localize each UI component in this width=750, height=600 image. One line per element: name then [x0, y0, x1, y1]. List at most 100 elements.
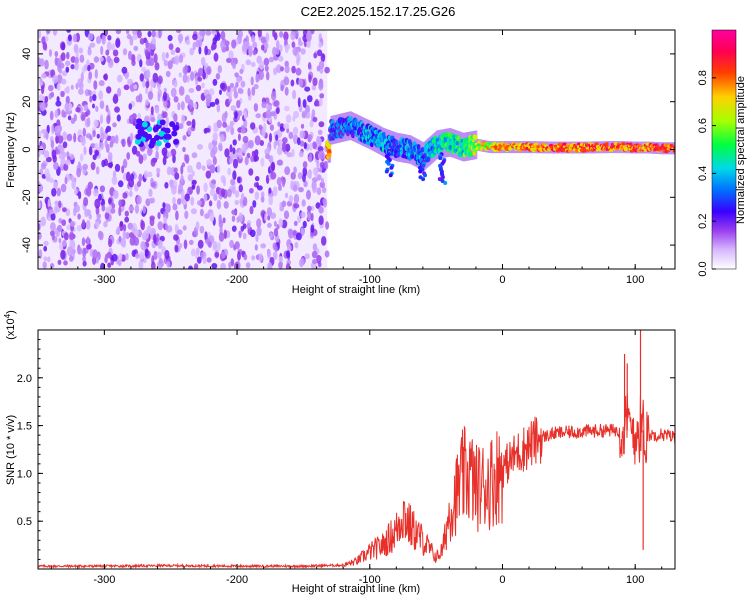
- noise-cell: [54, 57, 58, 66]
- noise-cell: [276, 177, 282, 186]
- noise-cell: [208, 241, 212, 248]
- noise-cell: [105, 128, 109, 134]
- noise-cell: [87, 89, 92, 96]
- trace-streak-cell: [423, 173, 427, 178]
- noise-cell: [272, 242, 277, 251]
- noise-cell: [283, 76, 290, 86]
- noise-cell: [303, 142, 307, 150]
- noise-cell: [191, 184, 196, 190]
- noise-cell: [90, 161, 96, 171]
- noise-cell: [249, 45, 253, 53]
- noise-cell: [162, 111, 168, 118]
- noise-cell: [195, 75, 199, 86]
- noise-cell: [80, 72, 84, 82]
- noise-cell: [87, 48, 92, 56]
- noise-cell: [148, 197, 155, 204]
- trace-cell: [672, 145, 675, 149]
- noise-cell: [116, 226, 121, 236]
- noise-cell: [220, 262, 226, 269]
- noise-cell: [53, 181, 58, 191]
- noise-cell: [197, 256, 202, 264]
- noise-cell: [238, 212, 243, 223]
- trace-streak-cell: [386, 161, 391, 166]
- noise-cell: [284, 86, 289, 96]
- noise-cell: [222, 121, 228, 128]
- noise-cell: [101, 34, 106, 45]
- noise-cell: [290, 180, 294, 190]
- noise-cell: [94, 143, 99, 150]
- noise-cell: [144, 142, 149, 150]
- noise-cell: [76, 167, 81, 178]
- noise-cell: [249, 188, 254, 194]
- noise-cell: [270, 212, 277, 219]
- noise-cell: [54, 125, 61, 134]
- noise-cell: [308, 74, 312, 83]
- noise-cell: [193, 263, 199, 269]
- noise-cell: [60, 183, 67, 193]
- noise-cell: [197, 76, 203, 82]
- noise-cell: [221, 251, 226, 259]
- noise-cell: [263, 122, 267, 133]
- noise-cell: [106, 114, 111, 125]
- noise-cell: [281, 178, 286, 188]
- noise-cell: [220, 30, 226, 40]
- noise-cell: [73, 132, 77, 143]
- noise-cell: [108, 238, 113, 248]
- noise-cell: [107, 262, 112, 269]
- noise-cell: [197, 239, 204, 249]
- noise-cell: [273, 227, 279, 237]
- noise-cell: [247, 87, 251, 97]
- noise-cell: [235, 81, 239, 88]
- noise-cell: [112, 190, 119, 199]
- noise-cell: [251, 255, 256, 261]
- noise-cell: [214, 34, 218, 42]
- noise-cell: [98, 80, 105, 87]
- snr-series-line: [38, 394, 675, 569]
- noise-cell: [165, 116, 169, 127]
- trace-core: [493, 146, 496, 149]
- noise-cell: [94, 69, 98, 79]
- noise-cell: [57, 135, 64, 144]
- noise-cell: [198, 67, 203, 77]
- noise-cell: [242, 135, 249, 144]
- noise-cell: [122, 192, 128, 199]
- spectrogram-y-axis-title: Frequency (Hz): [5, 112, 17, 188]
- noise-cell: [116, 74, 123, 83]
- noise-cell: [138, 154, 144, 165]
- noise-cell: [316, 135, 321, 145]
- noise-cell: [223, 201, 229, 209]
- early-blob-cell: [165, 133, 172, 140]
- noise-cell: [136, 195, 142, 205]
- noise-cell: [82, 256, 87, 262]
- trace-core: [584, 146, 586, 149]
- noise-cell: [147, 30, 152, 38]
- noise-cell: [206, 66, 212, 75]
- noise-cell: [143, 170, 148, 179]
- x-tick-label: 100: [626, 274, 644, 286]
- noise-cell: [197, 200, 202, 206]
- noise-cell: [145, 59, 152, 66]
- noise-cell: [193, 102, 198, 110]
- trace-core: [538, 146, 541, 149]
- noise-cell: [269, 155, 274, 164]
- noise-cell: [325, 221, 330, 230]
- noise-cell: [56, 187, 61, 197]
- noise-cell: [146, 171, 153, 178]
- noise-cell: [92, 94, 97, 102]
- noise-cell: [318, 150, 325, 160]
- noise-cell: [299, 150, 304, 158]
- noise-cell: [38, 94, 44, 101]
- noise-cell: [164, 182, 169, 189]
- noise-cell: [124, 216, 130, 223]
- noise-cell: [221, 113, 227, 123]
- noise-cell: [40, 216, 47, 227]
- noise-cell: [69, 255, 74, 262]
- noise-cell: [103, 221, 108, 228]
- noise-cell: [256, 218, 262, 229]
- noise-cell: [99, 114, 104, 124]
- noise-cell: [192, 41, 197, 51]
- noise-cell: [60, 249, 66, 260]
- noise-cell: [65, 208, 71, 217]
- noise-cell: [252, 49, 257, 56]
- noise-cell: [278, 218, 284, 228]
